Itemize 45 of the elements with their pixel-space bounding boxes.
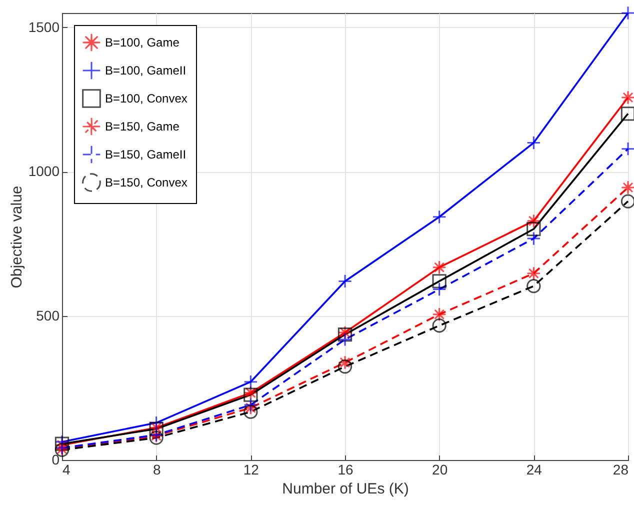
x-tick-label: 4 xyxy=(62,462,70,478)
point xyxy=(620,106,634,121)
point xyxy=(432,318,446,333)
point xyxy=(244,374,258,389)
legend-label: B=100, Convex xyxy=(105,92,188,106)
point xyxy=(432,307,446,322)
point xyxy=(432,210,446,224)
y-tick-label: 1000 xyxy=(28,163,60,180)
x-tick-label: 24 xyxy=(526,462,542,478)
point xyxy=(620,142,634,156)
point xyxy=(432,260,446,274)
point xyxy=(620,194,634,208)
point xyxy=(338,355,352,370)
legend-label: B=100, Game xyxy=(105,36,180,50)
point xyxy=(620,90,634,105)
y-tick-label: 1500 xyxy=(28,18,60,35)
point xyxy=(432,274,446,288)
point xyxy=(338,360,352,374)
x-axis-title: Number of UEs (K) xyxy=(282,480,409,498)
point xyxy=(620,180,634,195)
point xyxy=(244,400,258,415)
point xyxy=(244,404,258,419)
x-tick-label: 28 xyxy=(612,462,629,478)
legend-label: B=150, Game xyxy=(105,120,180,134)
point xyxy=(338,332,352,347)
y-tick-label: 0 xyxy=(52,452,60,468)
point xyxy=(526,231,541,246)
point xyxy=(526,279,541,294)
x-tick-label: 20 xyxy=(432,462,448,478)
legend-label: B=150, GameII xyxy=(105,148,186,162)
point xyxy=(620,6,634,20)
point xyxy=(244,398,258,412)
x-tick-label: 8 xyxy=(152,462,161,478)
point xyxy=(338,274,352,288)
legend-label: B=150, Convex xyxy=(105,176,188,190)
point xyxy=(526,266,541,280)
point xyxy=(526,222,541,236)
x-tick-label: 16 xyxy=(338,462,354,478)
point xyxy=(432,282,446,296)
point xyxy=(526,214,541,228)
x-tick-label: 12 xyxy=(243,462,260,478)
legend-label: B=100, GameII xyxy=(105,64,186,78)
y-axis-title: Objective value xyxy=(8,186,26,288)
point xyxy=(526,136,541,150)
y-tick-label: 500 xyxy=(36,307,60,324)
